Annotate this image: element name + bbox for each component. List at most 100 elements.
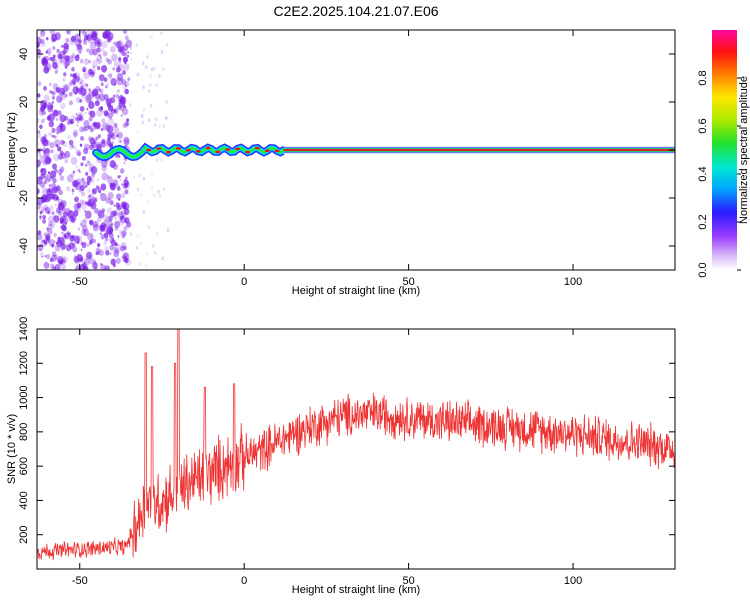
noise-blob	[73, 255, 80, 263]
noise-blob	[121, 108, 124, 111]
noise-blob	[52, 83, 59, 90]
noise-blob	[39, 155, 46, 164]
colorbar-tick-label: 0.4	[697, 166, 709, 181]
noise-blob	[162, 67, 165, 71]
noise-blob	[142, 107, 146, 112]
noise-blob	[147, 118, 151, 123]
noise-blob	[77, 228, 80, 231]
noise-blob	[43, 261, 50, 269]
noise-blob	[73, 132, 76, 135]
noise-blob	[41, 138, 49, 147]
noise-blob	[114, 243, 121, 253]
noise-blob	[129, 51, 133, 55]
noise-blob	[160, 31, 163, 36]
noise-blob	[117, 63, 124, 72]
noise-blob	[56, 118, 59, 122]
noise-blob	[82, 39, 88, 45]
noise-blob	[76, 165, 78, 168]
noise-blob	[79, 170, 81, 174]
noise-blob	[138, 173, 141, 178]
noise-blob	[160, 50, 164, 54]
noise-blob	[76, 202, 82, 209]
noise-blob	[116, 106, 119, 109]
noise-blob	[117, 154, 121, 159]
noise-blob	[107, 73, 113, 79]
noise-blob	[81, 177, 85, 182]
noise-blob	[146, 251, 149, 256]
noise-blob	[69, 81, 73, 86]
carrier-hotspot	[175, 147, 181, 150]
noise-blob	[127, 51, 130, 54]
noise-blob	[145, 156, 148, 160]
noise-blob	[96, 53, 100, 58]
noise-blob	[110, 77, 117, 86]
noise-blob	[85, 49, 88, 53]
noise-blob	[146, 199, 150, 204]
noise-blob	[51, 91, 54, 94]
noise-blob	[158, 74, 161, 78]
noise-blob	[100, 234, 105, 240]
noise-blob	[83, 217, 88, 224]
noise-blob	[126, 118, 130, 122]
noise-blob	[119, 215, 127, 224]
noise-blob	[79, 51, 82, 54]
noise-blob	[93, 139, 97, 144]
noise-blob	[123, 62, 130, 71]
noise-blob	[63, 72, 67, 77]
noise-blob	[138, 262, 142, 266]
noise-blob	[37, 48, 41, 55]
noise-blob	[86, 93, 93, 102]
noise-blob	[100, 263, 103, 266]
noise-blob	[112, 210, 118, 217]
noise-blob	[112, 67, 115, 71]
noise-blob	[64, 150, 71, 159]
noise-blob	[57, 198, 63, 206]
noise-blob	[88, 59, 92, 64]
noise-blob	[83, 58, 89, 66]
y-tick-label: 40	[18, 48, 30, 60]
noise-blob	[97, 41, 102, 48]
noise-blob	[98, 249, 105, 257]
noise-blob	[61, 255, 65, 260]
noise-blob	[145, 65, 148, 69]
noise-blob	[103, 93, 109, 101]
noise-blob	[42, 215, 47, 220]
noise-blob	[76, 43, 82, 50]
noise-blob	[82, 228, 89, 237]
noise-blob	[77, 168, 81, 173]
noise-blob	[52, 46, 56, 50]
noise-blob	[37, 232, 43, 241]
colorbar-ticks: 0.0 0.2 0.4 0.6 0.8	[697, 70, 741, 278]
noise-blob	[154, 123, 157, 127]
noise-blob	[142, 209, 146, 214]
noise-blob	[51, 95, 55, 100]
colorbar: 0.0 0.2 0.4 0.6 0.8 Normalized spectral ampl…	[697, 30, 750, 278]
noise-blob	[93, 260, 97, 265]
noise-blob	[86, 83, 89, 87]
noise-blob	[102, 50, 108, 57]
noise-blob	[71, 144, 74, 148]
noise-blob	[88, 167, 93, 173]
noise-blob	[49, 56, 53, 61]
noise-blob	[149, 104, 153, 108]
noise-blob	[81, 242, 87, 249]
noise-blob	[63, 85, 69, 93]
noise-blob	[39, 248, 42, 252]
noise-blob	[108, 215, 113, 222]
noise-blob	[45, 234, 51, 241]
noise-blob	[89, 234, 94, 239]
noise-blob	[85, 254, 90, 260]
noise-blob	[123, 225, 128, 231]
noise-blob	[96, 178, 99, 182]
noise-blob	[76, 120, 80, 124]
noise-blob	[119, 245, 125, 252]
noise-blob	[60, 248, 64, 252]
noise-blob	[100, 183, 107, 191]
noise-blob	[64, 221, 68, 225]
noise-blob	[119, 168, 125, 174]
noise-blob	[84, 143, 90, 151]
noise-blob	[119, 96, 127, 105]
noise-blob	[54, 263, 61, 270]
carrier-hotspot	[106, 153, 112, 156]
noise-blob	[39, 124, 43, 130]
